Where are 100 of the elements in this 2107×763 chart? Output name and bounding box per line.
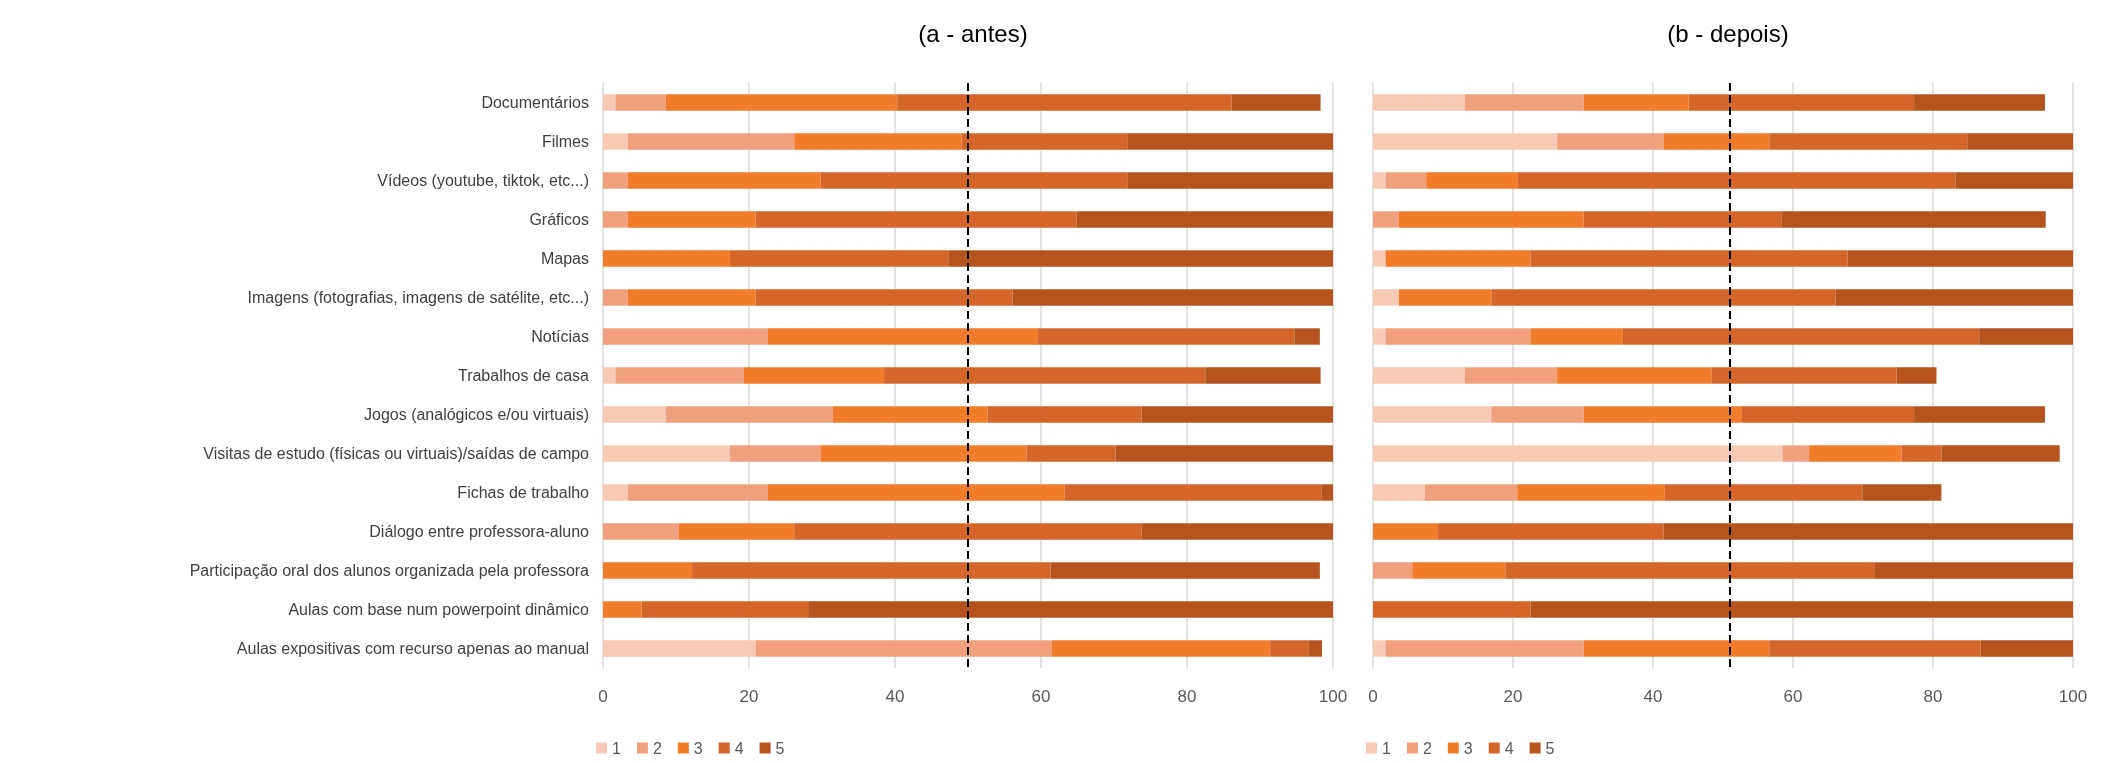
bar [1115, 445, 1333, 462]
bar [1769, 133, 1968, 150]
bar [615, 367, 744, 384]
y-tick-label: Gráficos [529, 211, 589, 228]
bar [627, 289, 756, 306]
bar [820, 445, 1027, 462]
bar [1231, 94, 1321, 111]
bar [615, 94, 666, 111]
y-tick-label: Mapas [540, 250, 589, 267]
legend-label: 4 [1504, 739, 1514, 757]
bar [1517, 484, 1665, 501]
bar [641, 601, 809, 618]
bar [1373, 445, 1783, 462]
bar [1847, 250, 2073, 267]
bar [1373, 640, 1386, 657]
bar [1076, 211, 1333, 228]
legend-label: 1 [1382, 739, 1391, 757]
bar [1874, 562, 2073, 579]
bar [1141, 406, 1333, 423]
bar [1412, 562, 1506, 579]
bar [794, 133, 962, 150]
bar [832, 406, 988, 423]
bar [1914, 94, 2045, 111]
bar [1385, 250, 1531, 267]
bar [1064, 484, 1322, 501]
legend-label: 5 [1545, 739, 1555, 757]
y-tick-label: Aulas com base num powerpoint dinâmico [288, 601, 590, 618]
bar [1026, 445, 1116, 462]
bar [1491, 289, 1836, 306]
bar [767, 484, 1065, 501]
bar [1583, 211, 1782, 228]
bar [627, 484, 768, 501]
bar [1530, 328, 1623, 345]
bar [665, 94, 898, 111]
bar [603, 211, 628, 228]
bar [1955, 172, 2073, 189]
bar [603, 94, 616, 111]
chart-title: (a - antes) [918, 19, 1028, 47]
bar [1373, 484, 1425, 501]
bar [897, 94, 1232, 111]
x-tick-label: 20 [739, 687, 759, 706]
bar [1741, 406, 1915, 423]
x-tick-label: 80 [1923, 687, 1943, 706]
x-tick-label: 80 [1177, 687, 1197, 706]
bar [1398, 211, 1584, 228]
y-tick-label: Notícias [531, 328, 589, 345]
bar [1583, 640, 1770, 657]
y-tick-label: Vídeos (youtube, tiktok, etc...) [377, 172, 589, 189]
bar [678, 523, 795, 540]
bar [1464, 367, 1558, 384]
bar [1321, 484, 1333, 501]
bar [1050, 562, 1320, 579]
bar [948, 250, 1333, 267]
x-tick-label: 0 [1368, 687, 1378, 706]
bar [730, 445, 821, 462]
bar [1373, 523, 1439, 540]
legend-label: 4 [734, 739, 744, 757]
y-tick-label: Participação oral dos alunos organizada pela professora [189, 562, 590, 579]
bar [755, 211, 1077, 228]
bar [1308, 640, 1323, 657]
bar [1205, 367, 1321, 384]
bar [1782, 445, 1810, 462]
bar [820, 172, 1128, 189]
y-tick-label: Filmes [541, 133, 589, 150]
bar [1901, 445, 1942, 462]
bar [1557, 367, 1712, 384]
bar [603, 484, 628, 501]
bar [1862, 484, 1942, 501]
x-tick-label: 100 [2058, 687, 2088, 706]
x-tick-label: 40 [1643, 687, 1663, 706]
x-tick-label: 60 [1031, 687, 1051, 706]
y-tick-label: Fichas de trabalho [457, 484, 590, 501]
bar [1688, 94, 1915, 111]
legend-label: 1 [612, 739, 621, 757]
bar [1012, 289, 1333, 306]
bar [1980, 640, 2073, 657]
bar [1505, 562, 1875, 579]
bar [1127, 133, 1333, 150]
bar [1385, 172, 1427, 189]
legend-label: 5 [775, 739, 785, 757]
x-tick-label: 100 [1318, 687, 1348, 706]
bar [603, 133, 628, 150]
bar [1464, 94, 1584, 111]
bar [884, 367, 1206, 384]
bar [603, 601, 642, 618]
bar [1530, 250, 1848, 267]
bar [692, 562, 1051, 579]
bar [1127, 172, 1333, 189]
bar [1385, 640, 1584, 657]
x-tick-label: 0 [598, 687, 608, 706]
x-tick-label: 20 [1503, 687, 1523, 706]
bar [603, 289, 628, 306]
bar [1663, 523, 2073, 540]
y-tick-label: Visitas de estudo (físicas ou virtuais)/saídas de campo [203, 445, 590, 462]
bar [1438, 523, 1664, 540]
bar [1809, 445, 1902, 462]
bar [1769, 640, 1981, 657]
bar [1141, 523, 1333, 540]
bar [1373, 211, 1399, 228]
bar [1530, 601, 2073, 618]
